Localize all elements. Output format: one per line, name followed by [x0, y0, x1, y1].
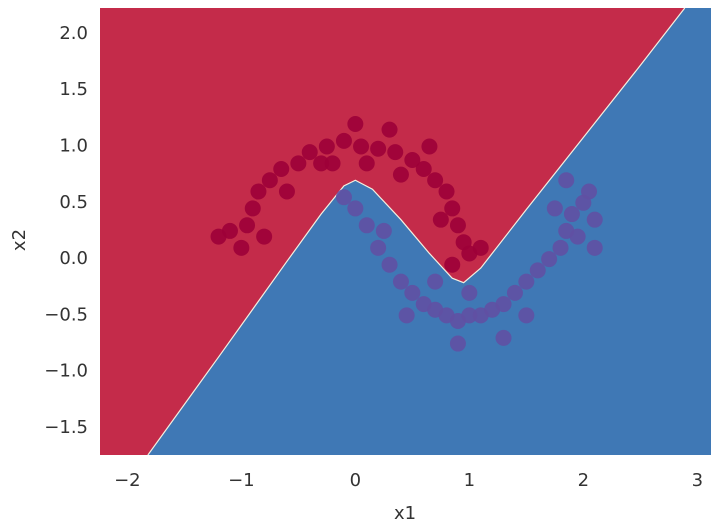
y-tick-label: 1.0 [59, 135, 88, 156]
point [586, 239, 603, 256]
point [461, 307, 478, 324]
point [370, 239, 387, 256]
point [370, 140, 387, 157]
point [518, 273, 535, 290]
point [375, 222, 392, 239]
point [398, 307, 415, 324]
x-tick-label: −2 [114, 470, 141, 491]
point [569, 228, 586, 245]
x-axis-label: x1 [394, 503, 416, 524]
x-tick-label: −1 [228, 470, 255, 491]
point [256, 228, 273, 245]
point [421, 138, 438, 155]
x-tick-label: 1 [464, 470, 475, 491]
point [586, 211, 603, 228]
point [290, 155, 307, 172]
point [324, 155, 341, 172]
point [239, 217, 256, 234]
point [529, 262, 546, 279]
decision-boundary [147, 8, 686, 455]
point [358, 217, 375, 234]
y-tick-label: 0.5 [59, 192, 88, 213]
x-tick-label: 2 [578, 470, 589, 491]
point [301, 144, 318, 161]
point [444, 200, 461, 217]
point [278, 183, 295, 200]
point [506, 284, 523, 301]
point [415, 161, 432, 178]
point [427, 172, 444, 189]
point [495, 329, 512, 346]
y-tick-label: 0.0 [59, 248, 88, 269]
point [387, 144, 404, 161]
point [335, 189, 352, 206]
plot-area [100, 8, 711, 455]
point [353, 138, 370, 155]
point [444, 256, 461, 273]
point [273, 161, 290, 178]
point [347, 200, 364, 217]
point [438, 183, 455, 200]
point [541, 251, 558, 268]
point [472, 239, 489, 256]
point [358, 155, 375, 172]
y-axis-label: x2 [9, 229, 30, 251]
point [404, 284, 421, 301]
point [392, 273, 409, 290]
region-red [100, 8, 685, 455]
point [563, 206, 580, 223]
x-tick-label: 0 [350, 470, 361, 491]
point [381, 256, 398, 273]
point [347, 115, 364, 132]
point [495, 296, 512, 313]
point [449, 335, 466, 352]
point [392, 166, 409, 183]
point [210, 228, 227, 245]
point [233, 239, 250, 256]
point [546, 200, 563, 217]
point [558, 172, 575, 189]
point [318, 138, 335, 155]
y-tick-label: 1.5 [59, 79, 88, 100]
point [461, 284, 478, 301]
point [250, 183, 267, 200]
x-tick-label: 3 [692, 470, 703, 491]
point [335, 132, 352, 149]
point [261, 172, 278, 189]
point [449, 217, 466, 234]
y-tick-label: 2.0 [59, 23, 88, 44]
y-tick-label: −1.5 [44, 417, 88, 438]
point [581, 183, 598, 200]
point [381, 121, 398, 138]
point [432, 211, 449, 228]
point [244, 200, 261, 217]
point [518, 307, 535, 324]
point [427, 273, 444, 290]
point [552, 239, 569, 256]
y-tick-label: −0.5 [44, 304, 88, 325]
point [313, 155, 330, 172]
point [404, 152, 421, 169]
y-tick-label: −1.0 [44, 361, 88, 382]
